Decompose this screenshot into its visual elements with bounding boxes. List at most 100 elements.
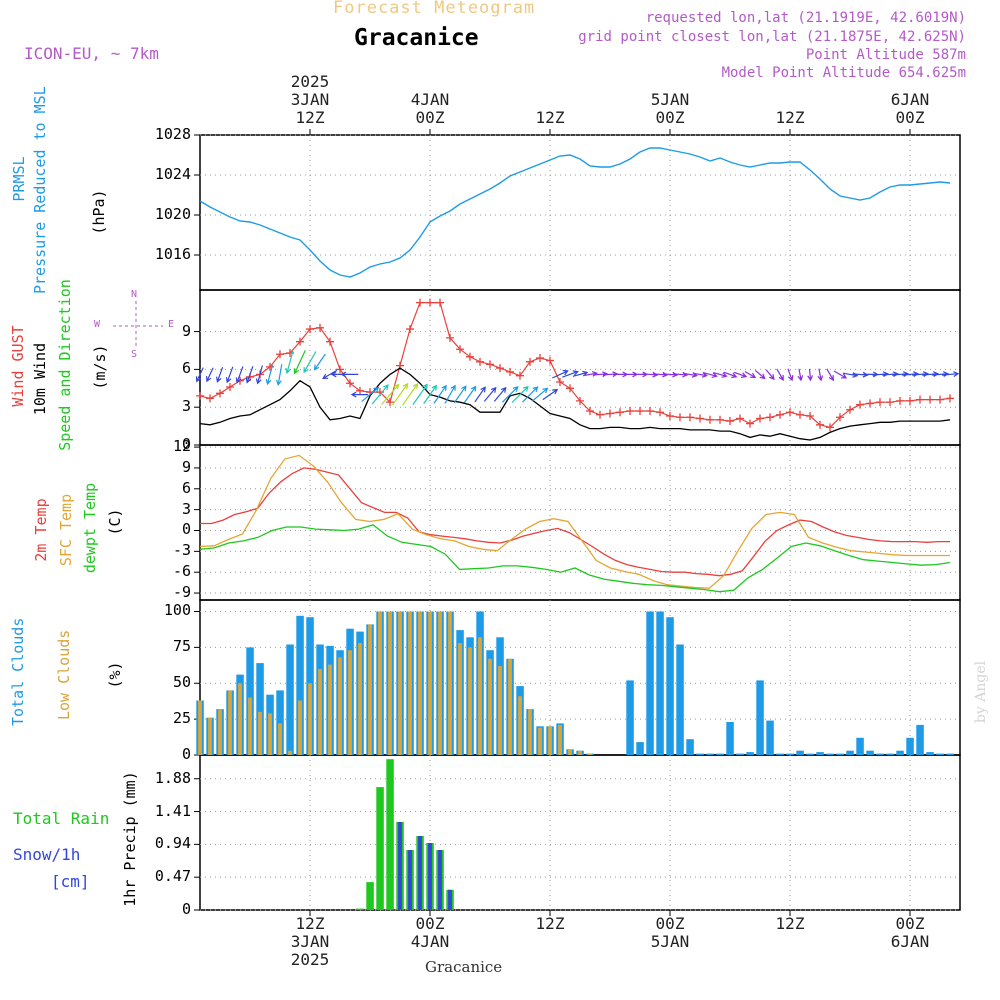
gust-marker [496, 364, 504, 373]
bottom-time-label: 12Z [775, 914, 805, 933]
wind-direction-arrow [522, 386, 539, 403]
gust-marker [866, 399, 874, 408]
wind-direction-arrow [797, 368, 804, 382]
gust-marker [216, 389, 224, 398]
bottom-time-label: 3JAN [290, 932, 330, 951]
gust-marker [796, 410, 804, 419]
gust-marker [486, 360, 494, 369]
low-cloud-bar [268, 713, 272, 755]
gust-marker [546, 356, 554, 365]
pressure-unit: (hPa) [90, 189, 108, 235]
total-cloud-bar [286, 644, 294, 755]
total-cloud-bar [866, 750, 874, 755]
gust-marker [676, 413, 684, 422]
top-time-label: 6JAN [890, 90, 930, 109]
bottom-time-label: 12Z [295, 914, 325, 933]
wind-direction-arrow [493, 386, 507, 402]
snow-bar [438, 850, 442, 910]
top-time-label: 12Z [535, 108, 565, 127]
wind-direction-arrow [322, 369, 338, 380]
pressure-ytick-label: 1020 [154, 205, 191, 223]
wind-unit: (m/s) [91, 344, 109, 390]
pressure-line [199, 147, 951, 278]
wind-direction-arrow [392, 382, 409, 406]
total-cloud-bar [846, 750, 854, 755]
gust-marker [926, 395, 934, 404]
wind-direction-arrow [463, 385, 477, 403]
gust-marker [436, 298, 444, 307]
total-cloud-bar [706, 753, 714, 755]
snow-bar [448, 889, 452, 910]
total-cloud-bar [626, 680, 634, 755]
wind-direction-arrow [932, 371, 950, 377]
wind-speed-label: 10m Wind [31, 342, 49, 416]
wind-ytick-label: 0 [181, 435, 191, 453]
gust-marker [336, 365, 344, 374]
gust-marker [806, 412, 814, 421]
clouds-frame [199, 599, 961, 756]
gust-marker [466, 352, 474, 361]
low-cloud-bar [518, 696, 522, 755]
total-cloud-bar [876, 753, 884, 755]
wind-ytick-label: 6 [181, 359, 191, 378]
top-time-label: 5JAN [650, 90, 690, 109]
top-time-label: 3JAN [290, 90, 330, 109]
wind-direction-arrow [872, 371, 889, 378]
gust-marker [416, 298, 424, 307]
clouds-ytick-label: 100 [163, 601, 191, 620]
total-cloud-bar [296, 615, 304, 755]
snow-bar [398, 822, 402, 910]
wind-direction-arrow [703, 372, 718, 378]
total-cloud-bar [836, 753, 844, 755]
gust-marker [526, 357, 534, 366]
low-cloud-bar [308, 683, 312, 755]
total-cloud-bar [786, 753, 794, 755]
pressure-label-prmsl: PRMSL [10, 156, 28, 202]
wind-direction-arrow [255, 365, 263, 385]
wind-gust-label: Wind GUST [9, 325, 27, 407]
low-clouds-label: Low Clouds [55, 629, 73, 720]
low-cloud-bar [488, 658, 492, 755]
rain-bar [356, 908, 364, 910]
compass-east: E [168, 319, 175, 330]
wind-direction-arrow [754, 369, 766, 380]
temp-ytick-label: 12 [172, 437, 191, 456]
top-time-label: 00Z [415, 108, 445, 127]
total-cloud-bar [916, 724, 924, 755]
gust-marker [616, 408, 624, 417]
gust-marker [746, 419, 754, 428]
wind-direction-arrow [723, 371, 738, 379]
gust-marker [476, 357, 484, 366]
low-cloud-bar [358, 643, 362, 755]
total-cloud-bar [906, 737, 914, 755]
gust-marker [776, 410, 784, 419]
wind-direction-arrow [245, 366, 254, 384]
low-cloud-bar [368, 624, 372, 755]
wind-direction-arrow [922, 371, 940, 377]
temp-ytick-label: -6 [172, 562, 191, 581]
wind-direction-arrow [402, 382, 419, 406]
temp-ytick-label: 6 [181, 478, 191, 497]
wind-direction-arrow [653, 371, 669, 378]
model-altitude: Model Point Altitude 654.625m [721, 65, 966, 81]
wind-direction-arrow [542, 388, 559, 401]
gust-marker [406, 325, 414, 334]
gust-marker [456, 345, 464, 354]
total-cloud-bar [816, 752, 824, 755]
low-cloud-bar [328, 664, 332, 755]
gust-marker [506, 367, 514, 376]
wind-direction-arrow [826, 368, 834, 382]
low-cloud-bar [568, 749, 572, 755]
dewpt-temp-line [199, 524, 951, 593]
low-cloud-bar [408, 611, 412, 755]
total-cloud-bar [776, 753, 784, 755]
gust-marker [666, 412, 674, 421]
gust-marker [706, 415, 714, 424]
gust-marker [276, 350, 284, 359]
rain-legend: Total Rain [13, 809, 110, 828]
low-cloud-bar [548, 726, 552, 755]
bottom-time-label: 12Z [535, 914, 565, 933]
rain-bar [376, 787, 384, 910]
clouds-ytick-label: 50 [172, 673, 191, 692]
